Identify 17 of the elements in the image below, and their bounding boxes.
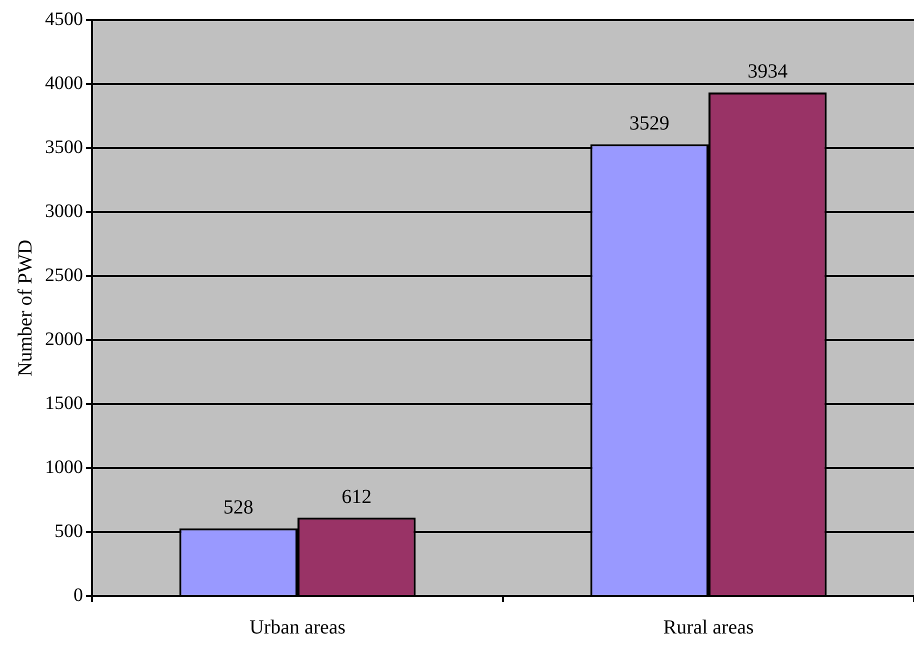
y-tick-label: 0 [74,584,83,606]
y-tick-label: 3500 [45,136,83,158]
x-tick-label: Rural areas [663,616,754,638]
y-tick-label: 1000 [45,456,83,478]
data-label: 3529 [629,112,670,135]
y-tick-label: 500 [54,520,83,542]
y-tick-label: 1500 [45,392,83,414]
data-label: 3934 [748,60,788,83]
y-tick-label: 4000 [45,72,83,94]
y-tick-label: 4500 [45,8,83,30]
y-tick-label: 3000 [45,200,83,222]
y-tick-label: 2000 [45,328,83,350]
y-axis-title: Number of PWD [14,240,36,376]
x-tick-label: Urban areas [249,616,346,638]
data-label: 612 [342,486,372,508]
y-tick-label: 2500 [45,264,83,286]
data-label: 528 [223,496,254,519]
